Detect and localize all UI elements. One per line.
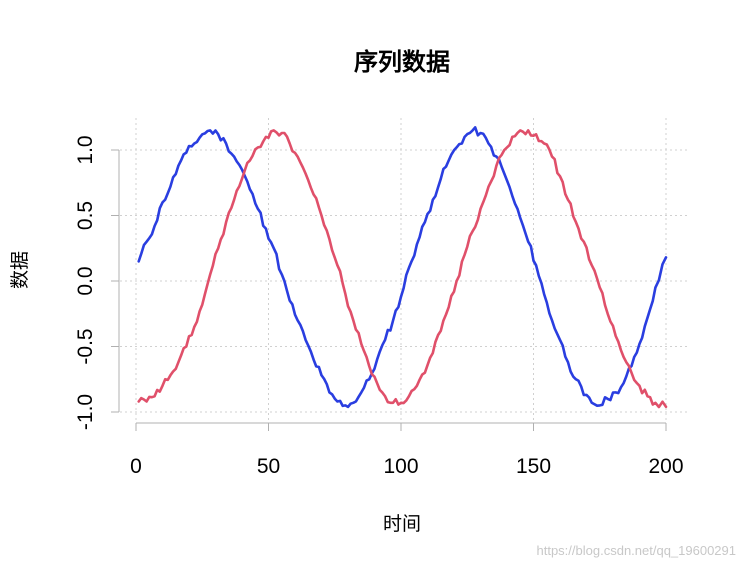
y-tick-label: 0.0 xyxy=(74,266,97,295)
y-axis-label: 数据 xyxy=(9,251,31,289)
x-tick-label: 150 xyxy=(516,455,551,478)
y-tick-label: -1.0 xyxy=(74,394,97,430)
x-tick-label: 50 xyxy=(257,455,280,478)
axes: 0 50 100 150 200 -1.0 -0.5 0.0 0.5 1.0 xyxy=(74,135,684,478)
x-axis-label: 时间 xyxy=(383,513,421,535)
chart-title: 序列数据 xyxy=(354,48,450,76)
x-tick-label: 200 xyxy=(648,455,683,478)
y-tick-label: 1.0 xyxy=(74,135,97,164)
x-tick-label: 100 xyxy=(383,455,418,478)
series-line-2 xyxy=(137,129,668,409)
x-tick-label: 0 xyxy=(130,455,142,478)
y-tick-label: 0.5 xyxy=(74,201,97,230)
series-line-1 xyxy=(137,126,668,409)
y-tick-label: -0.5 xyxy=(74,328,97,364)
grid xyxy=(120,118,688,422)
series-group xyxy=(137,126,668,409)
watermark: https://blog.csdn.net/qq_19600291 xyxy=(537,543,737,558)
